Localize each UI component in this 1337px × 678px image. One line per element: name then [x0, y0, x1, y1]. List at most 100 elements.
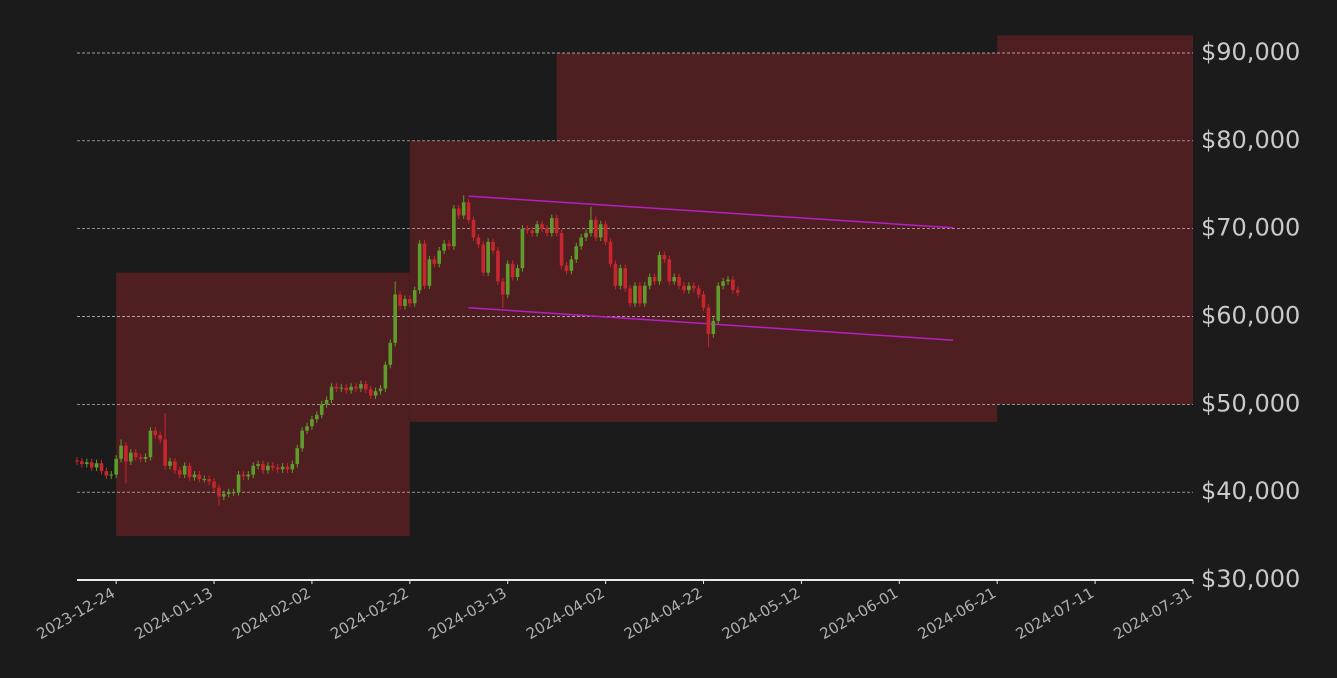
candle-body: [647, 276, 652, 286]
candle-body: [226, 492, 231, 494]
candle-body: [212, 481, 216, 488]
zone: [997, 35, 1193, 405]
candle-body: [319, 404, 324, 415]
candle-body: [603, 224, 608, 242]
candle-body: [535, 224, 539, 234]
candle-body: [437, 250, 442, 264]
candle-body: [735, 290, 740, 293]
candle-body: [182, 465, 187, 475]
candle-body: [466, 202, 471, 220]
candle-body: [192, 474, 197, 478]
candle-body: [349, 386, 353, 391]
candle-body: [667, 259, 672, 282]
candle-body: [691, 285, 696, 289]
candle-body: [584, 233, 588, 238]
candle-body: [701, 294, 706, 308]
candle-body: [481, 244, 486, 273]
candle-body: [310, 419, 314, 427]
candle-body: [99, 463, 104, 472]
candle-body: [388, 342, 393, 365]
candle-body: [579, 237, 583, 247]
candle-body: [109, 474, 114, 476]
candle-body: [84, 462, 89, 465]
candle-body: [554, 218, 559, 234]
candle-body: [545, 228, 549, 234]
candle-body: [682, 285, 686, 291]
candle-body: [138, 457, 143, 459]
candle-body: [623, 268, 628, 289]
candle-body: [373, 391, 378, 396]
candle-body: [711, 320, 716, 335]
candle-body: [80, 461, 84, 465]
candle-body: [687, 285, 691, 291]
candle-body: [177, 470, 182, 475]
candle-body: [456, 208, 461, 216]
candle-body: [598, 224, 603, 238]
candle-body: [207, 478, 211, 482]
candle-body: [285, 466, 290, 470]
trendline: [468, 306, 954, 341]
candle-body: [270, 465, 275, 468]
y-tick-label: $60,000: [1201, 302, 1300, 330]
candle-body: [696, 288, 701, 295]
candle-body: [359, 384, 363, 389]
candle-body: [324, 399, 329, 405]
candle-body: [104, 471, 109, 476]
candle-body: [726, 279, 730, 282]
candle-body: [187, 465, 192, 478]
y-tick-label: $80,000: [1201, 126, 1300, 154]
candle-body: [525, 228, 530, 231]
candle-body: [148, 430, 153, 458]
candle-body: [461, 202, 466, 216]
candle-body: [119, 445, 123, 459]
candle-body: [510, 263, 515, 277]
candle-body: [447, 243, 451, 247]
candle-body: [432, 259, 437, 264]
candle-body: [564, 265, 569, 271]
candle-body: [275, 467, 280, 470]
candle-body: [133, 452, 138, 458]
candle-body: [417, 243, 422, 291]
candle-body: [202, 478, 207, 480]
candle-body: [731, 279, 735, 291]
candle-body: [549, 218, 554, 234]
candle-body: [633, 285, 637, 304]
candle-body: [594, 219, 598, 238]
candle-body: [618, 268, 623, 286]
y-tick-label: $90,000: [1201, 38, 1300, 66]
candle-body: [256, 464, 260, 466]
candle-body: [354, 386, 358, 389]
candle-body: [442, 243, 446, 251]
candle-body: [383, 364, 388, 389]
candle-body: [339, 387, 344, 389]
candle-body: [486, 241, 490, 273]
candle-body: [241, 474, 246, 477]
candle-body: [158, 435, 163, 440]
candle-body: [280, 466, 285, 470]
candle-body: [89, 462, 94, 468]
candle-body: [403, 298, 407, 306]
candle-body: [368, 389, 373, 396]
candle-body: [628, 288, 632, 304]
candle-body: [662, 255, 667, 260]
candle-body: [540, 224, 544, 229]
candle-body: [559, 233, 564, 266]
candle-body: [94, 463, 99, 468]
candle-body: [300, 430, 304, 449]
candle-body: [412, 290, 417, 304]
candle-body: [295, 448, 300, 465]
candle-body: [716, 285, 721, 321]
candle-body: [143, 457, 148, 459]
candle-body: [217, 487, 221, 497]
candle-body: [408, 298, 412, 304]
candle-body: [114, 458, 118, 475]
candle-body: [515, 268, 520, 277]
candle-body: [452, 208, 456, 247]
candle-body: [290, 464, 295, 470]
candle-body: [613, 263, 618, 286]
candle-body: [261, 464, 265, 471]
y-tick-label: $30,000: [1201, 565, 1300, 593]
candle-body: [197, 474, 202, 479]
